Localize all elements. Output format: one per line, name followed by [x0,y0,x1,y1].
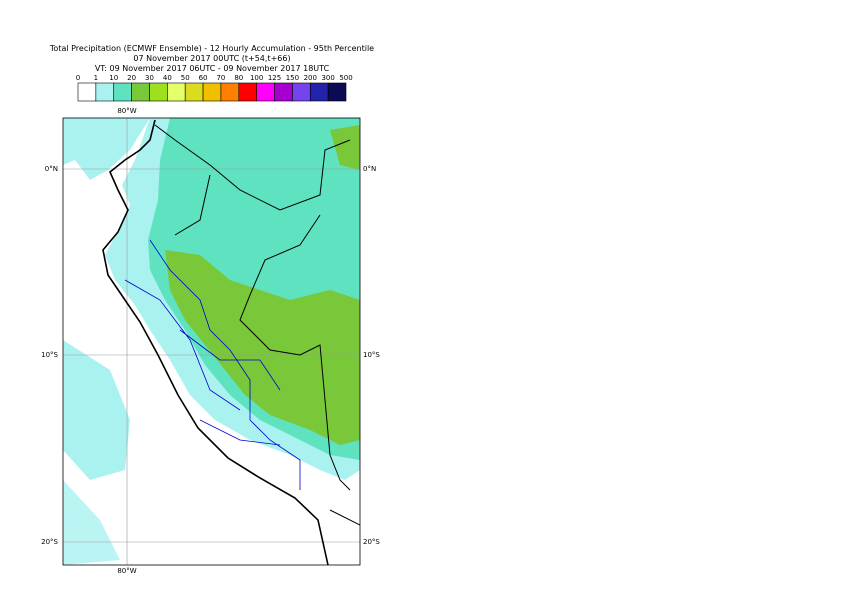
legend-tick-label: 200 [304,74,317,82]
legend-box [292,82,311,102]
legend-tick-label: 80 [234,74,243,82]
legend-box [220,82,240,102]
legend-tick-label: 50 [181,74,190,82]
legend-tick-label: 60 [199,74,208,82]
legend-box [238,82,257,102]
map-frame [62,117,361,566]
legend-tick-label: 500 [339,74,352,82]
legend-box [131,82,150,102]
legend-box [77,82,97,102]
title-line: Total Precipitation (ECMWF Ensemble) - 1… [49,44,374,53]
legend: 0 1 10 20 30 40 50 60 70 80 100 125 150 200 300 500 [76,74,353,102]
lat-label: 10°S [41,351,58,359]
legend-box [113,82,132,102]
precip-area [63,118,150,180]
title-line: 07 November 2017 00UTC (t+54,t+66) [133,54,290,63]
precip-area [63,340,130,480]
lat-label: 0°N [363,165,376,173]
legend-tick-label: 125 [268,74,281,82]
lat-label: 20°S [41,538,58,546]
lat-label: 20°S [363,538,380,546]
legend-tick-label: 0 [76,74,80,82]
legend-tick-label: 70 [216,74,225,82]
legend-box [256,82,275,102]
legend-box [309,82,329,102]
precip-area [63,480,120,565]
legend-tick-label: 10 [109,74,118,82]
legend-box [149,82,168,102]
legend-tick-label: 1 [94,74,98,82]
precip-area [165,250,360,445]
coastline [102,119,329,565]
legend-box [95,82,115,102]
map: 80°W 80°W 0°N 10°S 20°S 0°N 10°S 20°S [41,107,380,575]
lat-label: 10°S [363,351,380,359]
lon-label: 80°W [117,567,136,575]
legend-tick-label: 30 [145,74,154,82]
border [154,124,360,526]
legend-box [202,82,222,102]
precip-area [330,125,360,170]
title-line: VT: 09 November 2017 06UTC - 09 November… [95,64,330,73]
legend-tick-label: 300 [321,74,334,82]
lon-label: 80°W [117,107,136,115]
legend-box [184,82,204,102]
lat-label: 0°N [45,165,58,173]
legend-tick-label: 100 [250,74,263,82]
legend-tick-label: 150 [286,74,299,82]
legend-box [274,82,293,102]
legend-box [327,82,347,102]
legend-tick-label: 40 [163,74,172,82]
legend-box [167,82,186,102]
legend-tick-label: 20 [127,74,136,82]
admin-boundary [124,239,301,490]
